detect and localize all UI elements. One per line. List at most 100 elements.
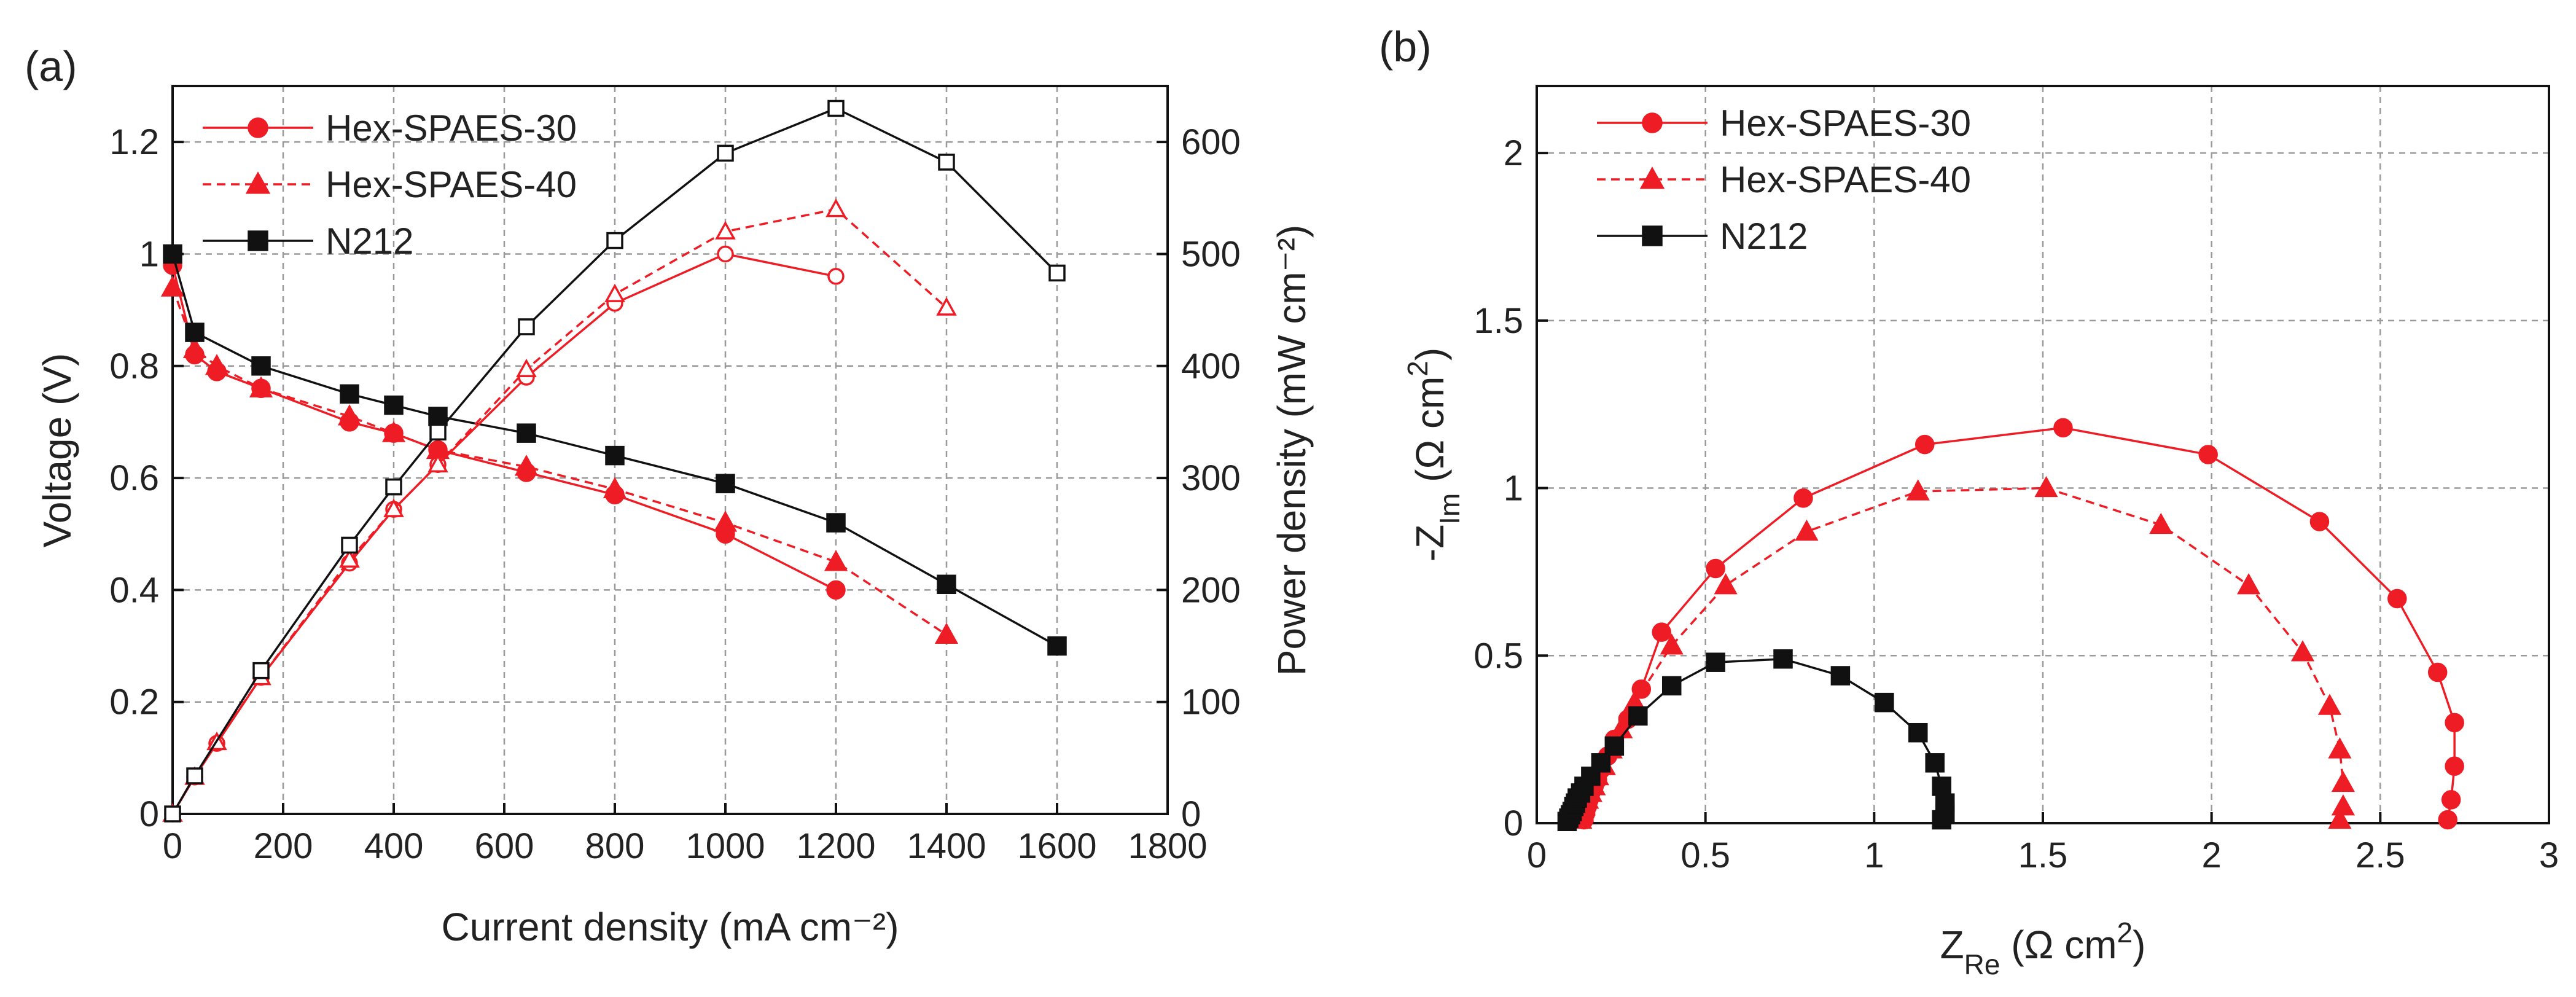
legend-label-2: N212 [326, 221, 413, 262]
x-tick-label: 0 [1527, 835, 1547, 875]
y2-tick-label: 400 [1181, 346, 1241, 386]
x-tick-label: 600 [475, 826, 534, 866]
series-5-point [186, 767, 203, 784]
series-1-point [713, 510, 738, 532]
series-1-point [934, 622, 959, 644]
legend-marker-2 [248, 230, 268, 251]
y-tick-label: 0.2 [109, 682, 159, 722]
series-4-point [604, 283, 625, 302]
legend-marker-1 [245, 171, 271, 194]
chart-a-plot-frame [171, 85, 1169, 815]
series-2-point [1925, 753, 1945, 773]
series-0-point [1793, 488, 1813, 508]
series-0-point [1706, 558, 1725, 579]
series-1-point [2290, 640, 2315, 662]
chart-a-y2label: Power density (mW cm⁻²) [1270, 225, 1314, 676]
chart-b-legend: Hex-SPAES-30 Hex-SPAES-40 N212 [1597, 103, 1971, 257]
series-line-0 [1583, 426, 2456, 820]
chart-a-legend: Hex-SPAES-30 Hex-SPAES-40 N212 [203, 108, 577, 262]
y2-tick-label: 200 [1181, 570, 1241, 610]
legend-marker-0 [248, 117, 268, 138]
series-1-point [2034, 475, 2058, 498]
y-tick-label: 1 [139, 234, 159, 274]
chart-b-series [1557, 418, 2464, 832]
series-2-point [1047, 636, 1067, 656]
x-tick-label: 200 [254, 826, 313, 866]
series-1-point [1795, 519, 1819, 541]
legend-label-1: Hex-SPAES-40 [326, 164, 577, 205]
series-2-point [1706, 652, 1725, 672]
series-1-point [205, 354, 229, 375]
series-5-point [938, 154, 955, 171]
chart-a-ylabel: Voltage (V) [35, 353, 79, 548]
series-4-point [516, 358, 537, 378]
series-2-point [517, 423, 536, 443]
series-2-point [937, 574, 956, 595]
legend-label-0: Hex-SPAES-30 [1720, 103, 1971, 144]
y-tick-label: 0.5 [1473, 636, 1523, 676]
legend-label-0: Hex-SPAES-30 [326, 108, 577, 149]
series-1-point [1714, 573, 1738, 595]
series-0-point [826, 580, 846, 600]
legend-marker-2 [1642, 225, 1663, 246]
x-tick-label: 2.5 [2355, 835, 2405, 875]
x-tick-label: 0 [163, 826, 182, 866]
series-2-point [384, 395, 404, 415]
chart-b-grid [1537, 86, 2549, 823]
chart-b-ylabel: -ZIm (Ω cm2) [1402, 348, 1466, 561]
series-0-point [2198, 445, 2218, 464]
y-tick-label: 0.8 [109, 346, 159, 386]
series-0-point [2445, 756, 2464, 776]
series-1-point [182, 337, 207, 359]
chart-a-xlabel: Current density (mA cm⁻²) [441, 905, 899, 949]
series-line-1 [1579, 487, 2344, 820]
series-5-point [429, 423, 447, 441]
y-tick-label: 0.6 [109, 458, 159, 498]
series-1-point [2149, 512, 2173, 534]
series-line-4 [171, 208, 948, 815]
series-2-point [163, 244, 182, 264]
series-2-point [1591, 753, 1611, 773]
series-5-point [164, 805, 181, 823]
series-0-point [2309, 512, 2330, 531]
x-tick-label: 800 [585, 826, 645, 866]
chart-a: 0 200 400 600 800 1000 1200 1400 1600 180000.20.4… [35, 85, 1314, 949]
x-tick-label: 1 [1864, 835, 1884, 875]
chart-b-xlabel: ZRe (Ω cm2) [1940, 917, 2146, 980]
series-2-point [826, 513, 846, 533]
series-5-point [252, 662, 270, 679]
series-1-point [2331, 770, 2355, 792]
y2-tick-label: 500 [1181, 234, 1241, 274]
chart-b: 0 0.5 1 1.5 2 2.5 3 0 0.5 1 1.5 2 ZRe (Ω cm2) -ZIm … [1402, 85, 2559, 980]
series-1-point [1660, 633, 1684, 655]
x-tick-label: 400 [364, 826, 424, 866]
series-5-point [1048, 264, 1066, 282]
series-2-point [1908, 722, 1928, 743]
series-2-point [340, 384, 359, 404]
y2-tick-label: 600 [1181, 122, 1241, 162]
y-tick-label: 1 [1504, 469, 1523, 509]
x-tick-label: 1600 [1017, 826, 1096, 866]
series-2-point [428, 407, 448, 426]
x-tick-label: 0.5 [1680, 835, 1730, 875]
series-2-point [1932, 810, 1951, 830]
y-tick-label: 2 [1504, 133, 1523, 173]
series-2-point [1661, 676, 1682, 696]
series-3-point [827, 268, 845, 285]
x-tick-label: 3 [2539, 835, 2559, 875]
series-0-point [1631, 679, 1652, 699]
x-tick-label: 1.5 [2018, 835, 2068, 875]
series-4-point [936, 297, 957, 316]
series-1-point [160, 275, 185, 297]
series-2-point [251, 356, 271, 376]
series-1-point [603, 477, 627, 498]
x-tick-label: 1800 [1128, 826, 1207, 866]
series-0-point [2387, 588, 2407, 609]
x-tick-label: 1000 [685, 826, 765, 866]
series-1-point [2328, 807, 2352, 829]
chart-a-series [160, 100, 1067, 823]
series-1-point [2331, 794, 2355, 816]
y-tick-label: 1.2 [109, 122, 159, 162]
series-4-point [339, 549, 360, 568]
